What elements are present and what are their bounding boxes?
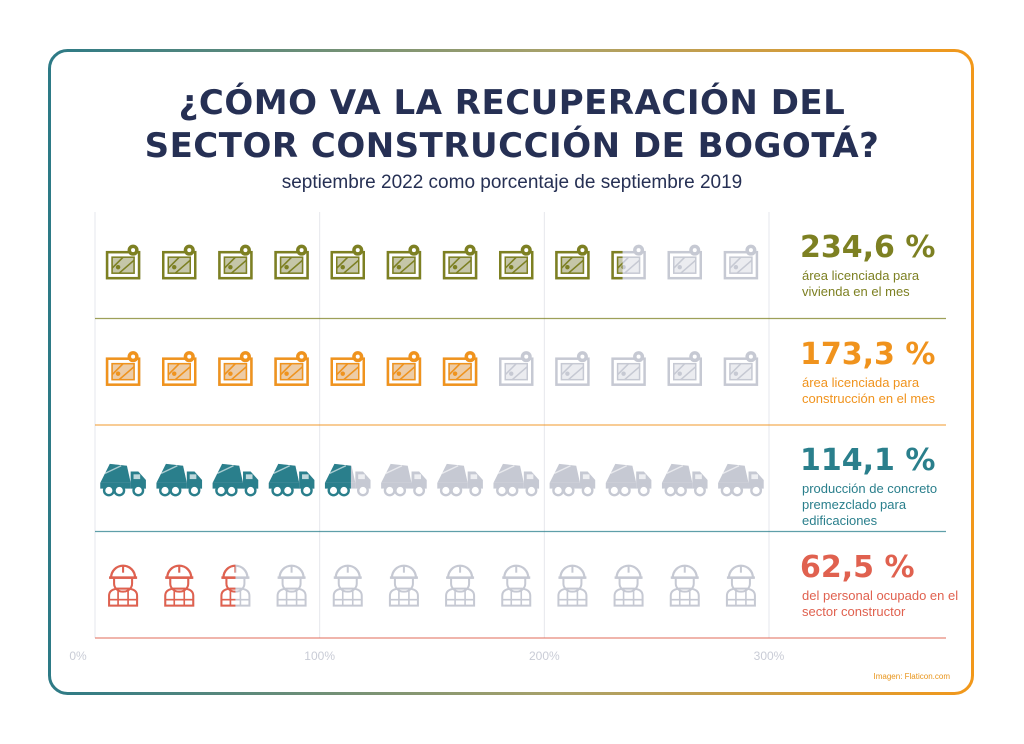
icon-row-personal [107,564,757,607]
plot-plan-icon [162,243,197,280]
plot-plan-icon [499,243,534,280]
title-line-2: SECTOR CONSTRUCCIÓN DE BOGOTÁ? [144,126,880,166]
construction-worker-icon [613,564,644,607]
concrete-truck-icon [379,462,428,497]
concrete-truck-icon [99,462,148,497]
construction-worker-icon [669,564,700,607]
series-description-vivienda: área licenciada para vivienda en el mes [802,268,920,299]
construction-worker-icon [107,564,139,607]
plot-plan-icon [105,349,141,386]
series-description-concreto: producción de concreto premezclado para … [802,481,938,528]
concrete-truck-icon [716,462,765,497]
concrete-truck-icon [436,462,485,497]
construction-worker-icon [388,564,420,607]
image-credit: Imagen: Flaticon.com [873,672,950,681]
plot-plan-icon [611,349,646,386]
plot-plan-icon [162,349,197,386]
concrete-truck-icon [548,462,597,497]
value-label-personal: 62,5 % [800,549,915,585]
construction-worker-icon [276,564,307,607]
concrete-truck-icon [492,462,541,497]
icon-row-concreto [99,462,765,497]
concrete-truck-icon [323,462,372,497]
x-tick-label: 100% [304,649,335,663]
series-description-personal: del personal ocupado en el sector constr… [802,587,959,619]
value-label-concreto: 114,1 % [800,443,936,478]
plot-plan-icon [386,349,422,386]
plot-plan-icon [105,243,141,280]
construction-worker-icon [332,564,363,607]
concrete-truck-icon [660,462,709,497]
plot-plan-icon [723,243,759,280]
concrete-truck-icon [155,462,204,497]
plot-plan-icon [667,349,702,386]
concrete-truck-icon [211,462,260,497]
construction-worker-icon [725,564,757,607]
construction-worker-icon [164,564,195,607]
construction-worker-icon [220,564,251,607]
plot-plan-icon [330,243,365,280]
value-label-construccion: 173,3 % [800,336,936,372]
title-line-1: ¿CÓMO VA LA RECUPERACIÓN DEL [178,83,846,123]
icon-row-vivienda [105,243,759,280]
plot-plan-icon [667,243,702,280]
value-label-vivienda: 234,6 % [800,230,936,265]
x-tick-label: 200% [528,649,560,663]
plot-plan-icon [499,349,534,386]
chart-title: ¿CÓMO VA LA RECUPERACIÓN DEL SECTOR CONS… [0,82,1024,168]
plot-plan-icon [723,349,759,386]
construction-worker-icon [501,564,532,607]
icon-row-construccion [105,349,759,386]
plot-plan-icon [442,349,478,386]
series-description-construccion: área licenciada para construcción en el … [802,374,935,406]
plot-plan-icon [274,243,309,280]
plot-plan-icon [274,349,309,386]
chart-grid [94,212,946,639]
x-tick-label: 300% [753,649,785,663]
plot-plan-icon [218,349,253,386]
card-frame [48,49,974,695]
plot-plan-icon [555,243,590,280]
plot-plan-icon [611,243,646,280]
construction-worker-icon [557,564,588,607]
concrete-truck-icon [604,462,653,497]
x-tick-label: 0% [69,649,87,663]
construction-worker-icon [444,564,476,607]
plot-plan-icon [330,349,365,386]
chart-subtitle: septiembre 2022 como porcentaje de septi… [281,172,743,193]
plot-plan-icon [386,243,422,280]
concrete-truck-icon [267,462,316,497]
plot-plan-icon [218,243,253,280]
plot-plan-icon [555,349,590,386]
plot-plan-icon [442,243,478,280]
